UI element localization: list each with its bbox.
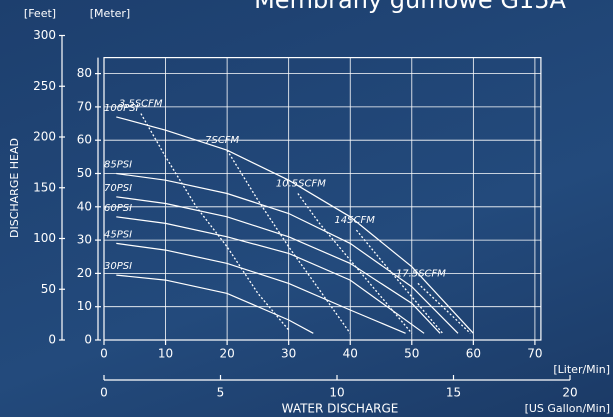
x2-tick-label: 15 (446, 386, 461, 400)
bottom-label: WATER DISCHARGE (282, 402, 399, 416)
curve (116, 117, 473, 333)
curve-label: 7SCFM (205, 135, 239, 146)
curve (418, 283, 470, 333)
curve-label: 70PSI (104, 183, 132, 194)
x-tick-label: 10 (158, 347, 173, 361)
y-tick-label: 30 (77, 233, 92, 247)
x-tick-label: 40 (343, 347, 358, 361)
y2-axis-label: [Feet] (24, 7, 56, 20)
curve-label: 3.5SCFM (119, 99, 163, 110)
x2-tick-label: 20 (562, 386, 577, 400)
x2-tick-label: 0 (100, 386, 108, 400)
side-label: DISCHARGE HEAD (8, 138, 21, 238)
curve-label: 85PSI (104, 159, 132, 170)
curve-label: 10.5SCFM (276, 178, 326, 189)
y-tick-label: 70 (77, 99, 92, 113)
curve (116, 275, 313, 333)
x-tick-label: 30 (281, 347, 296, 361)
curve-label: 17.5SCFM (396, 268, 446, 279)
x-tick-label: 20 (219, 347, 234, 361)
curve-label: 60PSI (104, 203, 132, 214)
x2-tick-label: 10 (329, 386, 344, 400)
x-axis-label: [Liter/Min] (553, 363, 610, 376)
chart-title: Membrany gumowe G15A (254, 0, 566, 14)
y-axis-label: [Meter] (90, 7, 130, 20)
x2-tick-label: 5 (217, 386, 225, 400)
y2-tick-label: 0 (48, 333, 56, 347)
y2-tick-label: 250 (33, 79, 56, 93)
y-tick-label: 60 (77, 133, 92, 147)
chart: Membrany gumowe G15A [Feet] [Meter] DISC… (0, 0, 613, 417)
curve-label: 30PSI (104, 261, 132, 272)
y-tick-label: 40 (77, 199, 92, 213)
curve-label: 14SCFM (334, 215, 375, 226)
x-tick-label: 60 (466, 347, 481, 361)
y2-tick-label: 150 (33, 180, 56, 194)
curve (116, 217, 424, 333)
x-tick-label: 70 (527, 347, 542, 361)
y2-tick-label: 50 (41, 282, 56, 296)
y-tick-label: 80 (77, 66, 92, 80)
y2-tick-label: 300 (33, 28, 56, 42)
y2-tick-label: 200 (33, 130, 56, 144)
curve (116, 197, 440, 333)
x-tick-label: 0 (100, 347, 108, 361)
y-tick-label: 0 (84, 333, 92, 347)
y-tick-label: 10 (77, 299, 92, 313)
y-tick-label: 50 (77, 166, 92, 180)
curve-label: 45PSI (104, 229, 132, 240)
x-tick-label: 50 (404, 347, 419, 361)
y-tick-label: 20 (77, 266, 92, 280)
x2-axis-label: [US Gallon/Min] (525, 402, 610, 415)
y2-tick-label: 100 (33, 231, 56, 245)
